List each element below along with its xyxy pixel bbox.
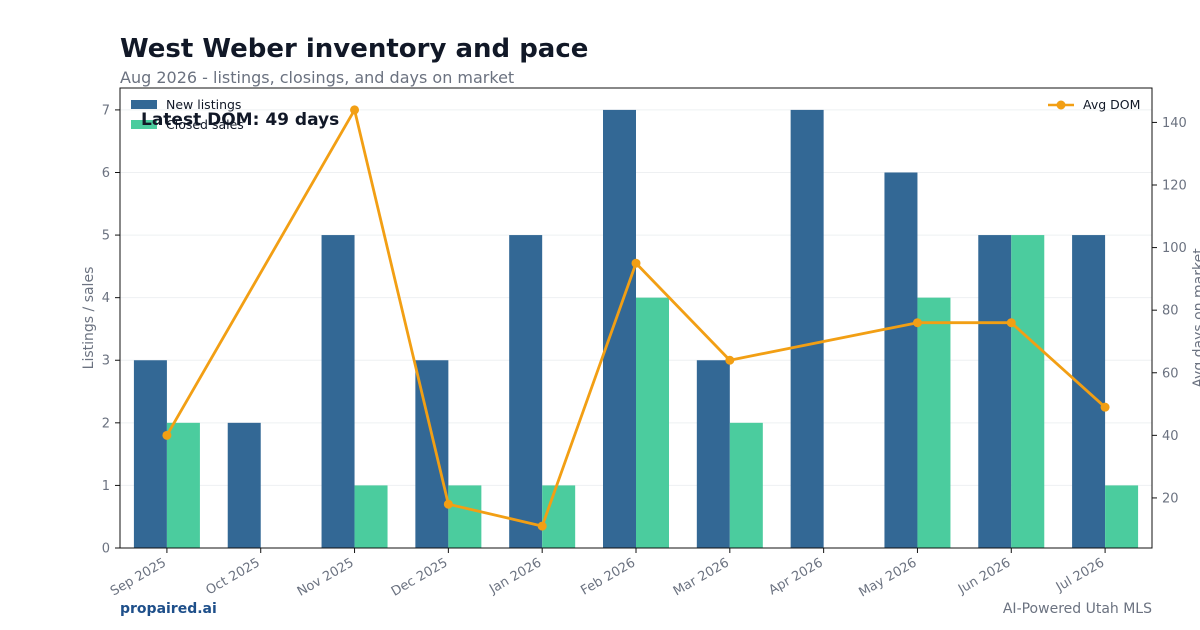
x-axis-ticks: Sep 2025 Oct 2025 Nov 2025 Dec 2025 Jan 2026… bbox=[108, 548, 1107, 601]
legend-swatch-closed-sales bbox=[131, 120, 157, 129]
left-tick-label: 4 bbox=[102, 291, 110, 306]
right-axis-label: Avg days on market bbox=[1191, 248, 1200, 388]
left-tick-label: 5 bbox=[102, 229, 110, 244]
right-tick-label: 80 bbox=[1162, 304, 1179, 319]
right-tick-label: 120 bbox=[1162, 179, 1187, 194]
dom-point bbox=[1006, 318, 1016, 328]
x-tick-label: May 2026 bbox=[856, 555, 919, 600]
chart-subtitle: Aug 2026 - listings, closings, and days … bbox=[120, 68, 515, 87]
x-tick-label: Feb 2026 bbox=[578, 555, 638, 598]
footer-brand: propaired.ai bbox=[120, 601, 217, 617]
legend-label-closed-sales: Closed sales bbox=[166, 117, 244, 132]
x-tick-label: Apr 2026 bbox=[766, 555, 825, 598]
bar-closed-sales bbox=[354, 485, 388, 548]
left-tick-label: 7 bbox=[102, 103, 110, 118]
left-tick-label: 1 bbox=[102, 479, 110, 494]
x-tick-label: Sep 2025 bbox=[108, 555, 169, 599]
legend-swatch-new-listings bbox=[131, 100, 157, 109]
left-axis-label: Listings / sales bbox=[81, 267, 97, 370]
bar-closed-sales bbox=[917, 297, 951, 548]
bar-closed-sales bbox=[636, 297, 669, 548]
legend-marker-avg-dom bbox=[1056, 100, 1066, 110]
left-legend: New listings Closed sales bbox=[131, 97, 244, 132]
right-tick-label: 20 bbox=[1162, 491, 1179, 506]
left-tick-label: 3 bbox=[102, 354, 110, 369]
dom-point bbox=[537, 521, 547, 531]
bar-closed-sales bbox=[1105, 485, 1139, 548]
left-tick-label: 6 bbox=[102, 166, 110, 181]
bar-new-listings bbox=[790, 109, 824, 549]
dom-point bbox=[350, 105, 360, 115]
dom-point bbox=[912, 318, 922, 328]
footer-tagline: AI-Powered Utah MLS bbox=[1002, 601, 1152, 617]
x-tick-label: Dec 2025 bbox=[389, 555, 451, 599]
bar-new-listings bbox=[133, 360, 167, 548]
legend-label-avg-dom: Avg DOM bbox=[1083, 97, 1140, 112]
left-axis-ticks: 0 1 2 3 4 5 6 7 bbox=[102, 103, 120, 557]
bar-new-listings bbox=[884, 172, 918, 548]
x-tick-label: Jul 2026 bbox=[1053, 555, 1107, 595]
bar-series bbox=[133, 109, 1139, 549]
bar-new-listings bbox=[321, 235, 355, 548]
bar-new-listings bbox=[603, 109, 636, 549]
x-tick-label: Nov 2025 bbox=[295, 555, 357, 599]
left-tick-label: 0 bbox=[102, 542, 110, 557]
bar-new-listings bbox=[978, 235, 1012, 548]
left-tick-label: 2 bbox=[102, 416, 110, 431]
x-tick-label: Oct 2025 bbox=[204, 555, 263, 598]
legend-label-new-listings: New listings bbox=[166, 97, 241, 112]
right-tick-label: 100 bbox=[1162, 241, 1187, 256]
dom-point bbox=[1100, 402, 1110, 412]
right-tick-label: 140 bbox=[1162, 116, 1187, 131]
bar-closed-sales bbox=[166, 422, 200, 548]
dom-point bbox=[725, 355, 735, 365]
bar-closed-sales bbox=[542, 485, 576, 548]
latest-dom-annotation: Latest DOM: 49 days bbox=[141, 110, 339, 130]
dom-point bbox=[443, 499, 453, 509]
bar-closed-sales bbox=[1011, 235, 1045, 548]
bar-closed-sales bbox=[729, 422, 763, 548]
x-tick-label: Jan 2026 bbox=[486, 555, 544, 597]
right-tick-label: 60 bbox=[1162, 366, 1179, 381]
bar-closed-sales bbox=[448, 485, 482, 548]
x-tick-label: Jun 2026 bbox=[955, 555, 1013, 597]
right-legend: Avg DOM bbox=[1048, 97, 1140, 112]
bar-new-listings bbox=[509, 235, 543, 548]
chart-title: West Weber inventory and pace bbox=[120, 34, 589, 64]
x-tick-label: Mar 2026 bbox=[671, 555, 732, 599]
dom-point bbox=[162, 430, 172, 440]
dom-point bbox=[631, 258, 641, 268]
bar-new-listings bbox=[227, 422, 261, 548]
right-tick-label: 40 bbox=[1162, 429, 1179, 444]
right-axis-ticks: 20 40 60 80 100 120 140 bbox=[1152, 116, 1187, 506]
dom-line-series bbox=[162, 105, 1110, 531]
bar-new-listings bbox=[696, 360, 730, 548]
